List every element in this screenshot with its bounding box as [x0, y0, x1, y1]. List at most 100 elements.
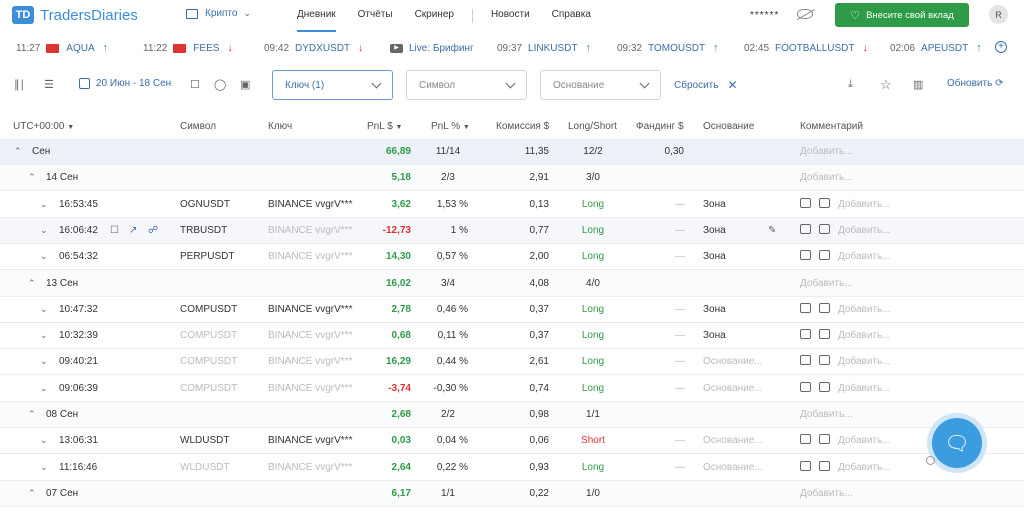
gallery-icon[interactable]	[819, 223, 830, 234]
chevron-down-icon[interactable]: ⌄	[40, 198, 48, 209]
chevron-down-icon[interactable]: ⌄	[40, 251, 48, 262]
basis-value[interactable]: Основание...	[703, 356, 763, 368]
day-group-row[interactable]: ⌃ 08 Сен 2,68 2/2 0,98 1/1 Добавить...	[0, 402, 1024, 428]
camera-icon[interactable]	[800, 381, 811, 392]
star-icon[interactable]: ☆	[880, 77, 892, 92]
list-icon[interactable]: ☰	[44, 79, 54, 91]
camera-icon[interactable]	[800, 460, 811, 471]
trade-row[interactable]: ⌄ 10:47:32 COMPUSDT BINANCE vvgrV*** 2,78 0,4…	[0, 297, 1024, 323]
bookmark-icon[interactable]: ☐	[190, 79, 200, 91]
trade-row[interactable]: ⌄ 06:54:32 PERPUSDT BINANCE vvgrV*** 14,30 0,…	[0, 244, 1024, 271]
deposit-button[interactable]: ♡ Внесите свой вклад	[835, 3, 969, 27]
month-group-row[interactable]: ⌃ Сен 66,89 11/14 11,35 12/2 0,30 Добавить...	[0, 139, 1024, 165]
nav-reports[interactable]: Отчёты	[357, 9, 393, 20]
trade-row[interactable]: ⌄ 09:40:21 COMPUSDT BINANCE vvgrV*** 16,29 0,…	[0, 349, 1024, 376]
ticker-item[interactable]: 11:27 AQUA ↑	[16, 39, 108, 57]
trade-row[interactable]: ⌄ 11:16:46 WLDUSDT BINANCE vvgrV*** 2,64 0,22…	[0, 455, 1024, 481]
chevron-down-icon[interactable]: ⌄	[40, 435, 48, 446]
comment-input[interactable]: Добавить...	[800, 146, 853, 157]
camera-icon[interactable]	[800, 302, 811, 313]
col-commission[interactable]: Комиссия $	[496, 121, 550, 132]
ticker-item[interactable]: 09:42 DYDXUSDT ↓	[264, 39, 364, 57]
reset-filters-button[interactable]: Сбросить ✕	[674, 78, 738, 92]
trade-symbol[interactable]: PERPUSDT	[180, 251, 235, 263]
gallery-icon[interactable]	[819, 250, 830, 261]
ticker-item[interactable]: 02:45 FOOTBALLUSDT ↓	[744, 39, 868, 57]
comment-input[interactable]: Добавить...	[838, 198, 891, 210]
col-key[interactable]: Ключ	[268, 121, 293, 132]
col-basis[interactable]: Основание	[703, 121, 755, 132]
trade-symbol[interactable]: WLDUSDT	[180, 435, 230, 447]
chevron-up-icon[interactable]: ⌃	[28, 487, 36, 498]
avatar[interactable]: R	[989, 5, 1008, 24]
logo[interactable]: TD TradersDiaries	[12, 6, 138, 24]
comment-input[interactable]: Добавить...	[838, 435, 891, 447]
chevron-down-icon[interactable]: ⌄	[40, 356, 48, 367]
ticker-item[interactable]: 09:37 LINKUSDT ↑	[497, 39, 591, 57]
ticker-item[interactable]: 02:06 APEUSDT ↑	[890, 39, 982, 57]
external-link-icon[interactable]: ↗	[129, 224, 138, 236]
basis-value[interactable]: Основание...	[703, 461, 763, 473]
nav-news[interactable]: Новости	[490, 9, 530, 20]
basis-value[interactable]: Зона	[703, 330, 726, 342]
basis-value[interactable]: Зона	[703, 251, 726, 263]
bookmark-icon[interactable]: ☐	[110, 224, 119, 236]
gallery-icon[interactable]	[819, 434, 830, 445]
chevron-up-icon[interactable]: ⌃	[28, 409, 36, 419]
gallery-icon[interactable]	[819, 329, 830, 340]
eye-off-icon[interactable]	[797, 9, 813, 19]
chevron-down-icon[interactable]: ⌄	[40, 330, 48, 341]
add-ticker-icon[interactable]: +	[995, 41, 1007, 53]
chevron-down-icon[interactable]: ⌄	[40, 382, 48, 393]
col-comment[interactable]: Комментарий	[800, 121, 863, 132]
comment-input[interactable]: Добавить...	[800, 277, 853, 289]
edit-icon[interactable]: ✎	[768, 224, 777, 236]
col-funding[interactable]: Фандинг $	[636, 121, 684, 132]
trade-symbol[interactable]: COMPUSDT	[180, 382, 238, 394]
trade-row[interactable]: ⌄ 10:32:39 COMPUSDT BINANCE vvgrV*** 0,68 0,1…	[0, 323, 1024, 350]
trade-row[interactable]: ⌄ 16:06:42 ☐ ↗ ☍ TRBUSDT BINANCE vvgrV*** -12,7…	[0, 217, 1024, 244]
chevron-up-icon[interactable]: ⌃	[14, 146, 22, 156]
comment-input[interactable]: Добавить...	[838, 303, 891, 315]
basis-value[interactable]: Основание...	[703, 435, 763, 447]
trade-symbol[interactable]: COMPUSDT	[180, 303, 238, 315]
gallery-icon[interactable]	[819, 197, 830, 208]
comment-input[interactable]: Добавить...	[800, 487, 853, 499]
chevron-down-icon[interactable]: ⌄	[40, 461, 48, 472]
camera-icon[interactable]: ◯	[214, 79, 227, 91]
gallery-icon[interactable]	[819, 302, 830, 313]
gallery-icon[interactable]	[819, 355, 830, 366]
chevron-up-icon[interactable]: ⌃	[28, 172, 36, 183]
columns-icon[interactable]: ∥∣	[14, 79, 25, 91]
key-filter-select[interactable]: Ключ (1)	[272, 70, 393, 100]
symbol-filter-select[interactable]: Символ	[406, 70, 527, 100]
gallery-icon[interactable]	[819, 381, 830, 392]
date-range-picker[interactable]: 20 Июн - 18 Сен	[79, 78, 171, 89]
trade-symbol[interactable]: OGNUSDT	[180, 198, 230, 210]
basis-value[interactable]: Зона	[703, 198, 726, 210]
trade-row[interactable]: ⌄ 13:06:31 WLDUSDT BINANCE vvgrV*** 0,03 0,04…	[0, 428, 1024, 455]
camera-icon[interactable]	[800, 355, 811, 366]
ticker-item[interactable]: 11:22 FEES ↓	[143, 39, 233, 57]
bar-chart-icon[interactable]: ▥	[913, 79, 924, 91]
camera-icon[interactable]	[800, 329, 811, 340]
basis-value[interactable]: Зона	[703, 224, 726, 236]
comment-input[interactable]: Добавить...	[838, 356, 891, 368]
trade-symbol[interactable]: TRBUSDT	[180, 224, 228, 236]
nav-help[interactable]: Справка	[551, 9, 591, 20]
comment-input[interactable]: Добавить...	[800, 409, 853, 420]
day-group-row[interactable]: ⌃ 07 Сен 6,17 1/1 0,22 1/0 Добавить...	[0, 480, 1024, 507]
nav-screener[interactable]: Скринер	[414, 9, 454, 20]
comment-input[interactable]: Добавить...	[800, 172, 853, 184]
basis-value[interactable]: Основание...	[703, 382, 763, 394]
trade-row[interactable]: ⌄ 16:53:45 OGNUSDT BINANCE vvgrV*** 3,62 1,53…	[0, 192, 1024, 218]
camera-icon[interactable]	[800, 250, 811, 261]
camera-icon[interactable]	[800, 197, 811, 208]
nav-diary[interactable]: Дневник	[297, 0, 336, 32]
refresh-button[interactable]: Обновить ⟳	[947, 78, 1003, 89]
chevron-down-icon[interactable]: ⌄	[40, 303, 48, 314]
camera-icon[interactable]	[800, 223, 811, 234]
trade-symbol[interactable]: COMPUSDT	[180, 330, 238, 342]
camera-icon[interactable]	[800, 434, 811, 445]
day-group-row[interactable]: ⌃ 13 Сен 16,02 3/4 4,08 4/0 Добавить...	[0, 270, 1024, 297]
